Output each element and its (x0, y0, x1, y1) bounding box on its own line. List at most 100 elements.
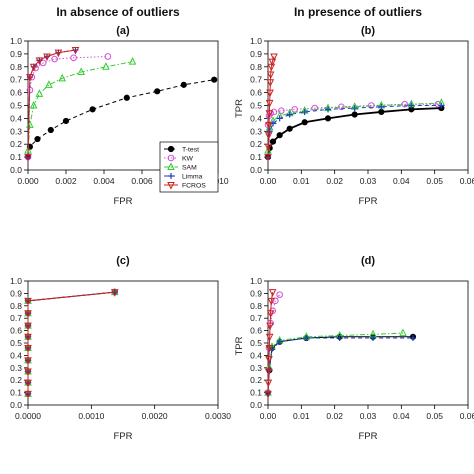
data-point (167, 154, 175, 162)
x-axis-label: FPR (114, 431, 133, 442)
series-line (27, 61, 133, 151)
data-point (211, 76, 218, 83)
x-axis-label: FPR (359, 431, 378, 442)
data-point (351, 105, 358, 112)
data-point (438, 102, 445, 109)
y-tick-label: 0.7 (10, 75, 22, 85)
data-point (268, 58, 277, 67)
x-axis-label: FPR (359, 196, 378, 207)
series-line (27, 291, 115, 394)
data-point (24, 333, 32, 342)
y-tick-label: 0.2 (250, 139, 262, 149)
x-tick-label: 0.004 (93, 176, 115, 186)
y-tick-label: 0.2 (250, 375, 262, 385)
series-fcros (24, 47, 80, 162)
y-tick-label: 0.6 (250, 88, 262, 98)
x-tick-label: 0.02 (326, 176, 343, 186)
x-tick-label: 0.006 (131, 176, 153, 186)
y-tick-label: 0.8 (250, 62, 262, 72)
series-line (267, 337, 413, 393)
y-tick-label: 0.9 (10, 49, 22, 59)
y-tick-label: 0.0 (250, 165, 262, 175)
data-point (51, 55, 58, 63)
data-point (167, 145, 175, 153)
y-tick-label: 1.0 (250, 36, 262, 46)
data-point (45, 80, 53, 88)
chart-panel-1: (b) 0.0 0.1 0.2 0.3 0.4 0.5 0.6 0.7 0.8 0.9 1.0 0.00… (234, 25, 474, 207)
data-point (268, 289, 277, 297)
data-point (278, 107, 285, 114)
series-fcros (24, 289, 119, 399)
chart-panel-2: (c) 0.0 0.1 0.2 0.3 0.4 0.5 0.6 0.7 0.8 0.9 1.0 0.00… (10, 255, 231, 442)
data-point (26, 74, 34, 82)
panel-label: (d) (361, 255, 375, 267)
chart-panel-0: (a) 0.0 0.1 0.2 0.3 0.4 0.5 0.6 0.7 0.8 0.9 1.0 0.00… (10, 25, 229, 207)
y-tick-label: 0.9 (10, 288, 22, 298)
y-tick-label: 0.5 (10, 338, 22, 348)
y-tick-label: 0.8 (250, 301, 262, 311)
y-tick-label: 0.6 (10, 326, 22, 336)
y-axis-label: TPR (234, 99, 245, 118)
data-point (276, 115, 283, 122)
data-point (47, 126, 54, 134)
plot-frame (27, 280, 219, 406)
y-tick-label: 0.5 (10, 101, 22, 111)
legend-label: T-test (182, 147, 199, 154)
data-point (276, 291, 283, 298)
data-point (167, 182, 175, 190)
data-point (77, 67, 86, 75)
data-point (43, 53, 51, 62)
y-tick-label: 0.4 (10, 113, 22, 123)
data-point (265, 110, 274, 118)
data-point (286, 111, 293, 118)
series-limma (265, 335, 416, 396)
y-tick-label: 0.1 (250, 388, 262, 398)
data-point (264, 390, 272, 399)
data-point (410, 335, 416, 342)
series-line (27, 291, 115, 394)
data-point (58, 73, 67, 82)
data-point (301, 119, 308, 126)
y-tick-label: 0.7 (250, 75, 262, 85)
data-point (266, 322, 274, 331)
legend-label: Limma (182, 174, 203, 181)
y-tick-label: 0.9 (250, 288, 262, 298)
data-point (266, 71, 275, 80)
data-point (167, 162, 175, 170)
data-point (110, 289, 119, 297)
data-point (29, 63, 38, 72)
data-point (276, 338, 283, 345)
y-tick-label: 0.1 (250, 152, 262, 162)
data-point (24, 357, 32, 365)
data-point (35, 89, 44, 97)
data-point (264, 379, 273, 388)
x-tick-label: 0.04 (393, 411, 410, 421)
data-point (264, 143, 273, 152)
legend-label: KW (182, 156, 194, 163)
series-limma (25, 289, 118, 397)
series-line (267, 332, 404, 393)
column-title-left: In absence of outliers (56, 5, 180, 19)
y-tick-label: 0.8 (10, 62, 22, 72)
data-point (324, 115, 332, 122)
series-line (27, 79, 215, 158)
x-tick-label: 0.05 (426, 411, 443, 421)
x-tick-label: 0.000 (17, 176, 39, 186)
x-tick-label: 0.00 (260, 411, 277, 421)
data-point (168, 173, 174, 179)
data-point (265, 344, 274, 353)
data-point (102, 62, 110, 70)
y-tick-label: 0.3 (10, 126, 22, 136)
data-point (265, 99, 274, 108)
data-point (408, 102, 415, 109)
legend-label: SAM (182, 165, 197, 172)
y-tick-label: 0.6 (250, 326, 262, 336)
data-point (301, 108, 308, 115)
data-point (35, 57, 44, 65)
y-tick-label: 0.4 (250, 350, 262, 360)
x-tick-label: 0.02 (326, 411, 343, 421)
y-tick-label: 0.4 (10, 350, 22, 360)
y-tick-label: 1.0 (10, 36, 22, 46)
data-point (24, 310, 32, 318)
